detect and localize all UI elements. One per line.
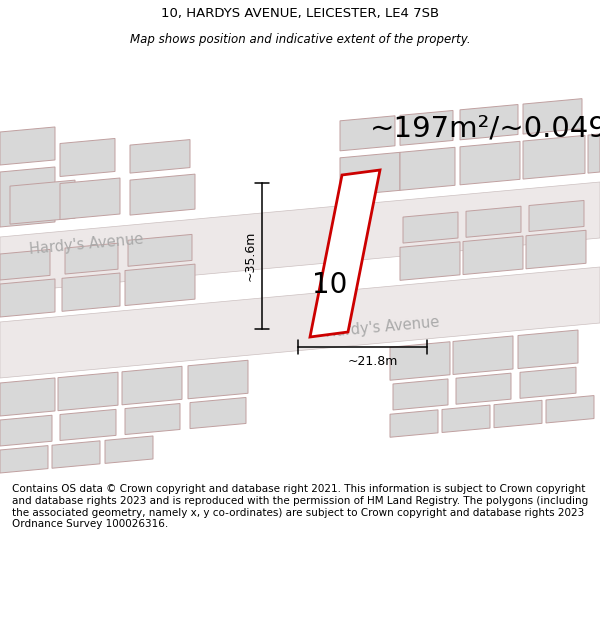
Polygon shape bbox=[529, 201, 584, 231]
Polygon shape bbox=[463, 236, 523, 274]
Polygon shape bbox=[60, 178, 120, 219]
Polygon shape bbox=[400, 148, 455, 191]
Polygon shape bbox=[122, 366, 182, 405]
Polygon shape bbox=[456, 373, 511, 404]
Polygon shape bbox=[0, 415, 52, 446]
Polygon shape bbox=[520, 368, 576, 398]
Polygon shape bbox=[494, 401, 542, 428]
Polygon shape bbox=[340, 116, 395, 151]
Polygon shape bbox=[58, 372, 118, 411]
Polygon shape bbox=[62, 273, 120, 311]
Polygon shape bbox=[390, 410, 438, 437]
Polygon shape bbox=[125, 404, 180, 434]
Polygon shape bbox=[340, 152, 400, 196]
Polygon shape bbox=[400, 111, 453, 146]
Text: Hardy's Avenue: Hardy's Avenue bbox=[29, 232, 144, 258]
Polygon shape bbox=[65, 243, 118, 274]
Polygon shape bbox=[0, 446, 48, 473]
Polygon shape bbox=[60, 139, 115, 176]
Polygon shape bbox=[0, 279, 55, 317]
Polygon shape bbox=[400, 242, 460, 281]
Text: 10, HARDYS AVENUE, LEICESTER, LE4 7SB: 10, HARDYS AVENUE, LEICESTER, LE4 7SB bbox=[161, 6, 439, 19]
Polygon shape bbox=[518, 330, 578, 369]
Polygon shape bbox=[190, 398, 246, 429]
Polygon shape bbox=[188, 360, 248, 399]
Text: Contains OS data © Crown copyright and database right 2021. This information is : Contains OS data © Crown copyright and d… bbox=[12, 484, 588, 529]
Polygon shape bbox=[403, 212, 458, 243]
Text: ~197m²/~0.049ac.: ~197m²/~0.049ac. bbox=[370, 114, 600, 142]
Polygon shape bbox=[10, 180, 75, 224]
Polygon shape bbox=[60, 409, 116, 441]
Polygon shape bbox=[588, 134, 600, 173]
Polygon shape bbox=[526, 230, 586, 269]
Polygon shape bbox=[393, 379, 448, 410]
Polygon shape bbox=[0, 167, 55, 227]
Polygon shape bbox=[442, 405, 490, 432]
Polygon shape bbox=[0, 127, 55, 165]
Polygon shape bbox=[0, 249, 50, 280]
Polygon shape bbox=[130, 174, 195, 215]
Polygon shape bbox=[125, 264, 195, 306]
Polygon shape bbox=[523, 99, 582, 134]
Text: Hardy's Avenue: Hardy's Avenue bbox=[325, 315, 440, 340]
Text: ~21.8m: ~21.8m bbox=[347, 355, 398, 368]
Text: 10: 10 bbox=[313, 271, 347, 299]
Polygon shape bbox=[105, 436, 153, 463]
Polygon shape bbox=[523, 136, 585, 179]
Polygon shape bbox=[0, 378, 55, 416]
Polygon shape bbox=[130, 139, 190, 173]
Polygon shape bbox=[0, 182, 600, 293]
Text: Map shows position and indicative extent of the property.: Map shows position and indicative extent… bbox=[130, 32, 470, 46]
Polygon shape bbox=[0, 267, 600, 378]
Polygon shape bbox=[390, 342, 450, 380]
Text: ~35.6m: ~35.6m bbox=[244, 231, 257, 281]
Polygon shape bbox=[460, 141, 520, 185]
Polygon shape bbox=[52, 441, 100, 468]
Polygon shape bbox=[546, 396, 594, 423]
Polygon shape bbox=[460, 104, 518, 140]
Polygon shape bbox=[128, 234, 192, 266]
Polygon shape bbox=[466, 206, 521, 238]
Polygon shape bbox=[453, 336, 513, 374]
Polygon shape bbox=[310, 170, 380, 337]
